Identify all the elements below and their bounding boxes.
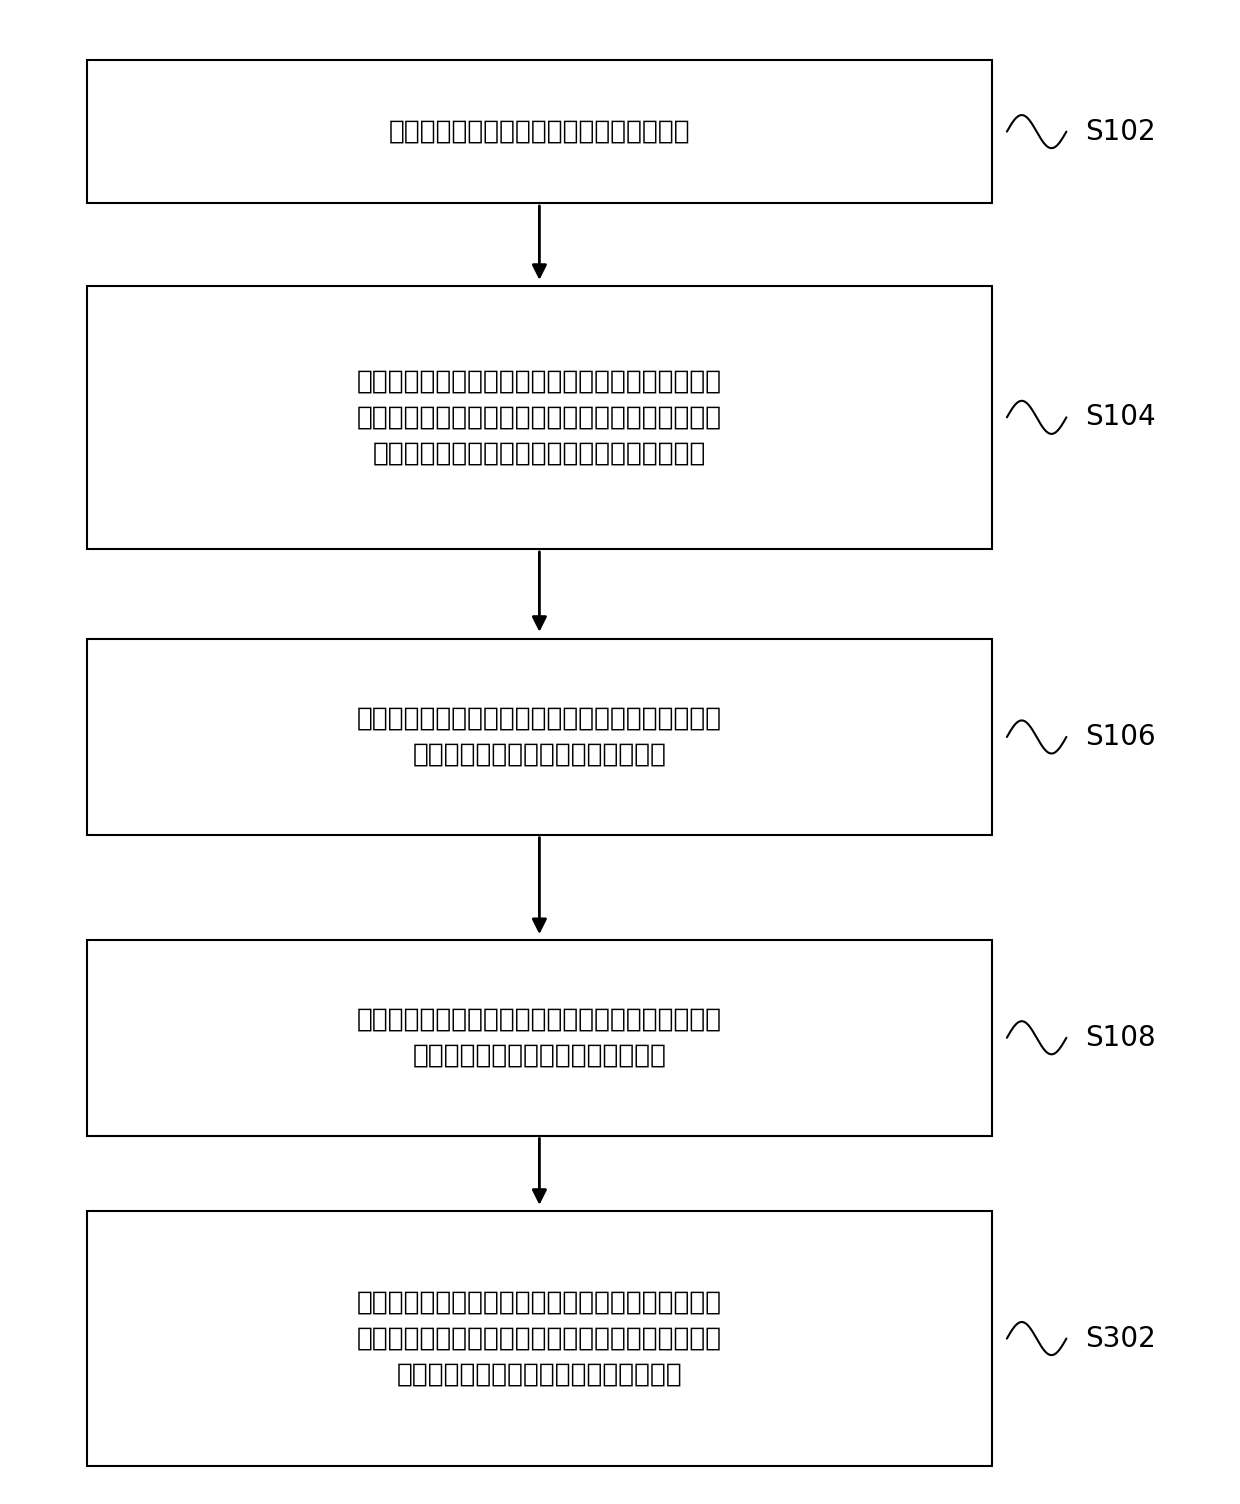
Text: 通过第一边缘检测算法对该灰色图像进行边缘检测，
获取第一边缘检测结果，通过第二边缘检测算法对该
灰色图像进行边缘检测，获取第二边缘检测结果: 通过第一边缘检测算法对该灰色图像进行边缘检测， 获取第一边缘检测结果，通过第二边… — [357, 368, 722, 466]
FancyBboxPatch shape — [87, 286, 992, 549]
Text: 将该第一边缘检测结果和该第二边缘检测结果进行逻
辑或的操作，得到第三边缘检测结果: 将该第一边缘检测结果和该第二边缘检测结果进行逻 辑或的操作，得到第三边缘检测结果 — [357, 705, 722, 769]
Text: 通过矩形和连通域区域混合滤波对该第三边缘检测结
果进行滤波，得到第四边缘检测结果: 通过矩形和连通域区域混合滤波对该第三边缘检测结 果进行滤波，得到第四边缘检测结果 — [357, 1006, 722, 1069]
Text: S104: S104 — [1085, 403, 1156, 432]
Text: S102: S102 — [1085, 117, 1156, 146]
FancyBboxPatch shape — [87, 940, 992, 1136]
FancyBboxPatch shape — [87, 639, 992, 835]
Text: 过车牌的属性参数对该第四边缘结果进行筛选，确定
第六边缘结果，该属性参数至少包括以下之一：车牌
的颜色、车牌的纵横比和车牌的区域大小: 过车牌的属性参数对该第四边缘结果进行筛选，确定 第六边缘结果，该属性参数至少包括… — [357, 1289, 722, 1388]
FancyBboxPatch shape — [87, 1211, 992, 1466]
FancyBboxPatch shape — [87, 60, 992, 203]
Text: 采集车辆的图像，将该图像转换为灰色图像: 采集车辆的图像，将该图像转换为灰色图像 — [388, 119, 691, 144]
Text: S108: S108 — [1085, 1024, 1156, 1051]
Text: S302: S302 — [1085, 1325, 1156, 1352]
Text: S106: S106 — [1085, 723, 1156, 750]
